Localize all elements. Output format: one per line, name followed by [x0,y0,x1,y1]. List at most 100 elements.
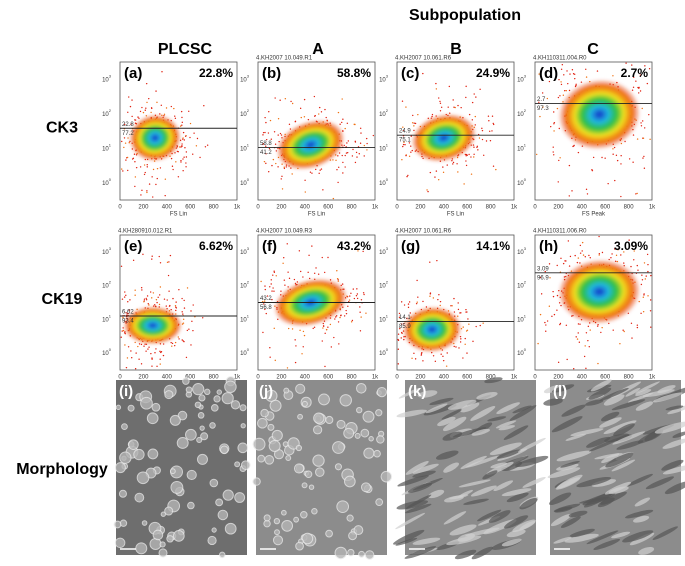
run-id: 4.KH280910.012.R1 [118,229,173,235]
event-dot [632,134,635,136]
event-dot [550,245,552,248]
event-dot [342,118,344,120]
event-dot [401,159,403,161]
event-dot [314,114,316,117]
micrograph: (k) [393,377,549,560]
plot-frame [119,234,238,371]
panel-percent: 43.2% [337,239,371,253]
cell [332,441,345,454]
cell [358,550,365,558]
event-dot [182,158,184,160]
cell [343,475,356,488]
event-dot [298,250,301,252]
cell [654,421,685,434]
y-tick-exp: 1 [524,142,527,147]
event-dot [142,111,145,114]
event-dot [445,365,448,367]
y-tick-base: 10 [102,146,109,152]
event-dot [360,299,363,301]
density-cloud [402,306,462,353]
event-dot [465,308,467,311]
y-tick-base: 10 [379,351,386,357]
event-dot [159,167,162,169]
event-dot [610,256,612,259]
event-dot [556,294,559,297]
event-dot [190,310,192,312]
cell [113,520,122,529]
event-dot [327,326,329,328]
row-label: CK19 [42,291,83,308]
cell [267,423,275,431]
event-dot [646,253,649,256]
event-dot [363,144,366,147]
x-tick-label: 800 [347,375,358,381]
cell [395,512,426,530]
event-dot [336,270,338,272]
x-tick-label: 800 [486,205,497,211]
y-tick-base: 10 [517,146,524,152]
event-dot [435,170,438,172]
event-dot [279,99,281,101]
event-dot [144,109,146,111]
gate-upper: 6.62 [122,310,134,316]
event-dot [173,107,175,110]
event-dot [160,104,163,107]
event-dot [356,156,358,158]
y-tick-base: 10 [102,111,109,117]
event-dot [468,153,470,156]
event-dot [123,137,126,139]
event-dot [322,325,325,327]
event-dot [442,355,444,358]
event-dot [134,341,136,344]
cell [182,377,190,385]
event-dot [585,68,587,71]
event-dot [186,287,189,289]
cell [295,541,304,551]
event-dot [414,358,417,360]
cell [635,381,660,394]
x-tick-label: 600 [323,375,334,381]
event-dot [151,258,153,260]
cell [159,541,166,548]
cell [625,387,641,397]
y-tick-label: 101 [102,142,112,152]
event-dot [140,363,143,365]
cell [496,402,520,415]
event-dot [420,353,423,355]
figure-title: Subpopulation [409,7,521,24]
cell [604,481,632,495]
cell [264,454,275,465]
event-dot [286,367,289,369]
event-dot [172,168,174,171]
event-dot [471,101,474,104]
event-dot [350,321,353,323]
event-dot [263,160,266,163]
cell [364,550,375,560]
cell [449,524,477,536]
cell [417,390,438,398]
event-dot [270,283,272,285]
event-dot [182,313,184,315]
event-dot [339,123,341,125]
event-dot [372,134,375,137]
event-dot [628,158,631,160]
event-dot [178,338,180,340]
event-dot [334,318,336,320]
event-dot [581,241,584,244]
event-dot [596,325,599,327]
cell [519,497,538,510]
event-dot [329,323,332,326]
cell [661,459,684,471]
cell [313,412,325,424]
event-dot [338,152,341,154]
gate-upper: 43.2 [260,296,272,302]
event-dot [263,303,265,305]
cell [603,420,637,435]
event-dot [400,323,403,325]
x-tick-label: 400 [439,375,450,381]
cell [169,414,181,426]
cell [221,392,234,405]
event-dot [354,161,357,164]
event-dot [479,88,481,91]
